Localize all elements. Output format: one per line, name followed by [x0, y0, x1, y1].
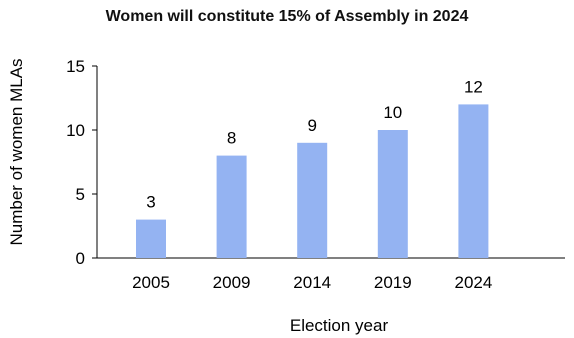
- y-tick-label: 5: [76, 185, 85, 204]
- bars: [136, 104, 489, 259]
- x-axis: 2005 2009 2014 2019 2024: [97, 257, 565, 292]
- y-tick-label: 15: [66, 57, 85, 76]
- bar-2019: [377, 130, 408, 258]
- bar-2014: [297, 142, 328, 258]
- data-label-2009: 8: [227, 129, 236, 148]
- x-tick-label-2014: 2014: [293, 273, 331, 292]
- data-label-2014: 9: [307, 116, 316, 135]
- chart-title: Women will constitute 15% of Assembly in…: [105, 8, 469, 25]
- bar-2009: [216, 155, 247, 258]
- x-axis-title: Election year: [290, 316, 389, 335]
- x-tick-label-2024: 2024: [454, 273, 492, 292]
- data-labels: 3 8 9 10 12: [146, 77, 483, 211]
- y-axis: 0 5 10 15: [66, 57, 98, 268]
- bar-2024: [458, 104, 489, 259]
- y-tick-label: 0: [76, 249, 85, 268]
- data-label-2024: 12: [464, 77, 483, 96]
- y-tick-label: 10: [66, 121, 85, 140]
- y-axis-title: Number of women MLAs: [7, 58, 26, 245]
- data-label-2005: 3: [146, 193, 155, 212]
- x-tick-label-2009: 2009: [213, 273, 251, 292]
- x-tick-label-2019: 2019: [374, 273, 412, 292]
- bar-2005: [136, 219, 166, 258]
- data-label-2019: 10: [383, 103, 402, 122]
- x-tick-label-2005: 2005: [132, 273, 170, 292]
